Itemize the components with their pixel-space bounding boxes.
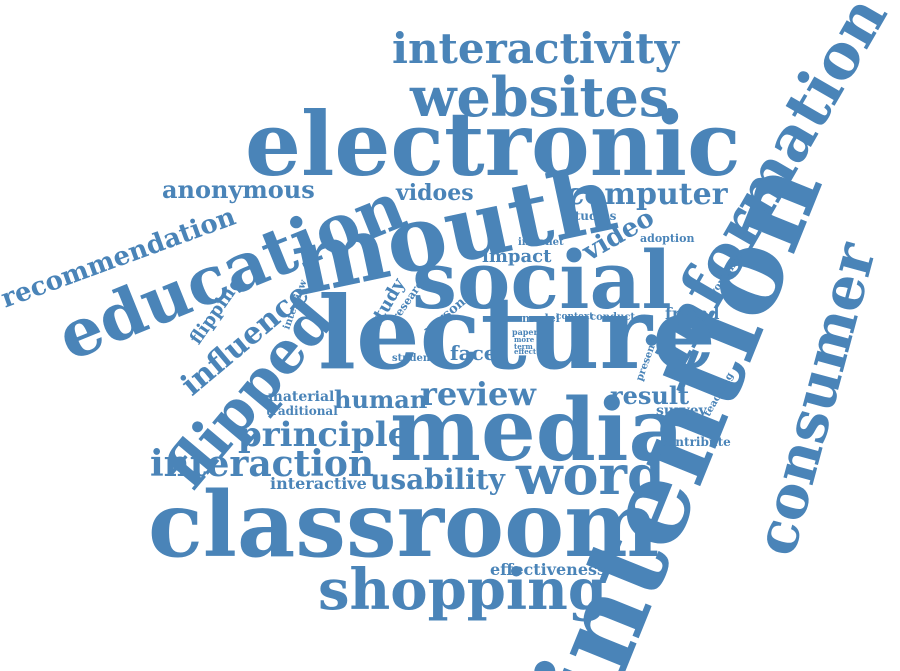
word-context: context — [556, 312, 594, 322]
word-interactivity: interactivity — [392, 24, 680, 73]
word-conduct: conduct — [590, 312, 635, 323]
word-term: term — [514, 342, 533, 351]
word-result: result — [610, 381, 690, 410]
word-student: student — [392, 353, 435, 364]
word-computer: computer — [566, 177, 728, 212]
word-shopping: shopping — [318, 557, 608, 623]
word-social: social — [412, 233, 672, 327]
word-vidoes: vidoes — [396, 180, 474, 206]
word-studies: studies — [568, 209, 617, 223]
word-interaction: interaction — [150, 443, 375, 485]
word-human: human — [334, 385, 428, 414]
word-face: face — [450, 341, 497, 365]
word-lecture: lecture — [318, 274, 716, 392]
word-traditional: traditional — [266, 404, 338, 418]
word-model: model — [522, 312, 560, 325]
word-classroom: classroom — [148, 472, 660, 578]
word-survey: survey — [656, 403, 707, 419]
word-impact: impact — [482, 246, 552, 267]
word-more: more — [514, 335, 535, 344]
word-effectiveness: effectiveness — [490, 560, 607, 579]
word-websites: websites — [410, 65, 670, 129]
word-material: material — [268, 389, 335, 405]
word-principle: principle — [238, 415, 410, 455]
word-usability: usability — [370, 463, 505, 496]
word-friend: friend — [665, 304, 720, 323]
word-anonymous: anonymous — [162, 175, 315, 204]
word-effect: effect — [514, 347, 537, 356]
word-media: media — [390, 380, 685, 481]
word-contribute: contribute — [660, 435, 731, 449]
word-review: review — [420, 375, 536, 413]
word-paper: paper — [512, 327, 538, 337]
word-electronic: electronic — [245, 92, 741, 196]
word-interactive: interactive — [270, 474, 367, 493]
word-adoption: adoption — [640, 232, 695, 245]
word-internet: internet — [518, 237, 564, 248]
word-word: word — [516, 443, 665, 507]
